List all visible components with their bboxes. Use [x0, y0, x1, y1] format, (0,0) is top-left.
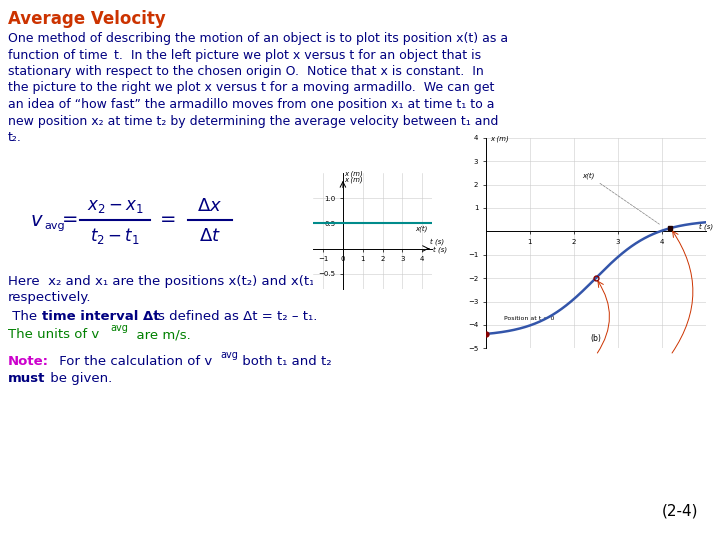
- Text: stationary with respect to the chosen origin O.  Notice that x is constant.  In: stationary with respect to the chosen or…: [8, 65, 484, 78]
- Text: x (m): x (m): [344, 170, 363, 177]
- Text: t (s): t (s): [433, 246, 447, 253]
- Text: x(t): x(t): [582, 172, 660, 224]
- Text: t (s): t (s): [699, 224, 713, 230]
- Text: The units of v: The units of v: [8, 328, 99, 341]
- Text: $x_2 - x_1$: $x_2 - x_1$: [86, 197, 143, 215]
- Text: For the calculation of v: For the calculation of v: [55, 355, 212, 368]
- Text: both t₁ and t₂: both t₁ and t₂: [238, 355, 332, 368]
- Text: avg: avg: [220, 350, 238, 360]
- Text: One method of describing the motion of an object is to plot its position x(t) as: One method of describing the motion of a…: [8, 32, 508, 45]
- Text: x(t): x(t): [415, 226, 428, 232]
- Text: function of time  t.  In the left picture we plot x versus t for an object that : function of time t. In the left picture …: [8, 49, 481, 62]
- Text: are m/s.: are m/s.: [128, 328, 191, 341]
- Text: respectively.: respectively.: [8, 291, 91, 304]
- Text: $t_2 - t_1$: $t_2 - t_1$: [90, 226, 140, 246]
- Text: $\Delta t$: $\Delta t$: [199, 227, 221, 245]
- Text: Position at t = 0: Position at t = 0: [503, 316, 554, 321]
- Text: =: =: [160, 211, 176, 229]
- Text: avg: avg: [110, 323, 128, 333]
- Text: time interval Δt: time interval Δt: [42, 310, 160, 323]
- Text: new position x₂ at time t₂ by determining the average velocity between t₁ and: new position x₂ at time t₂ by determinin…: [8, 114, 498, 127]
- Text: the picture to the right we plot x versus t for a moving armadillo.  We can get: the picture to the right we plot x versu…: [8, 82, 495, 94]
- Text: x (m): x (m): [490, 135, 509, 141]
- Text: (b): (b): [590, 334, 601, 343]
- Text: Here  x₂ and x₁ are the positions x(t₂) and x(t₁),: Here x₂ and x₁ are the positions x(t₂) a…: [8, 275, 323, 288]
- Text: be given.: be given.: [46, 372, 112, 385]
- Text: $v$: $v$: [30, 211, 44, 229]
- Text: Note:: Note:: [8, 355, 49, 368]
- Text: must: must: [8, 372, 45, 385]
- Text: Average Velocity: Average Velocity: [8, 10, 166, 28]
- Text: x (m): x (m): [344, 177, 363, 183]
- Text: an idea of “how fast” the armadillo moves from one position x₁ at time t₁ to a: an idea of “how fast” the armadillo move…: [8, 98, 495, 111]
- Text: $\Delta x$: $\Delta x$: [197, 197, 222, 215]
- Text: (2-4): (2-4): [662, 503, 698, 518]
- Text: t (s): t (s): [430, 238, 444, 245]
- Text: t₂.: t₂.: [8, 131, 22, 144]
- Text: =: =: [62, 211, 78, 229]
- Text: The: The: [8, 310, 41, 323]
- Text: avg: avg: [44, 221, 65, 231]
- Text: is defined as Δt = t₂ – t₁.: is defined as Δt = t₂ – t₁.: [150, 310, 318, 323]
